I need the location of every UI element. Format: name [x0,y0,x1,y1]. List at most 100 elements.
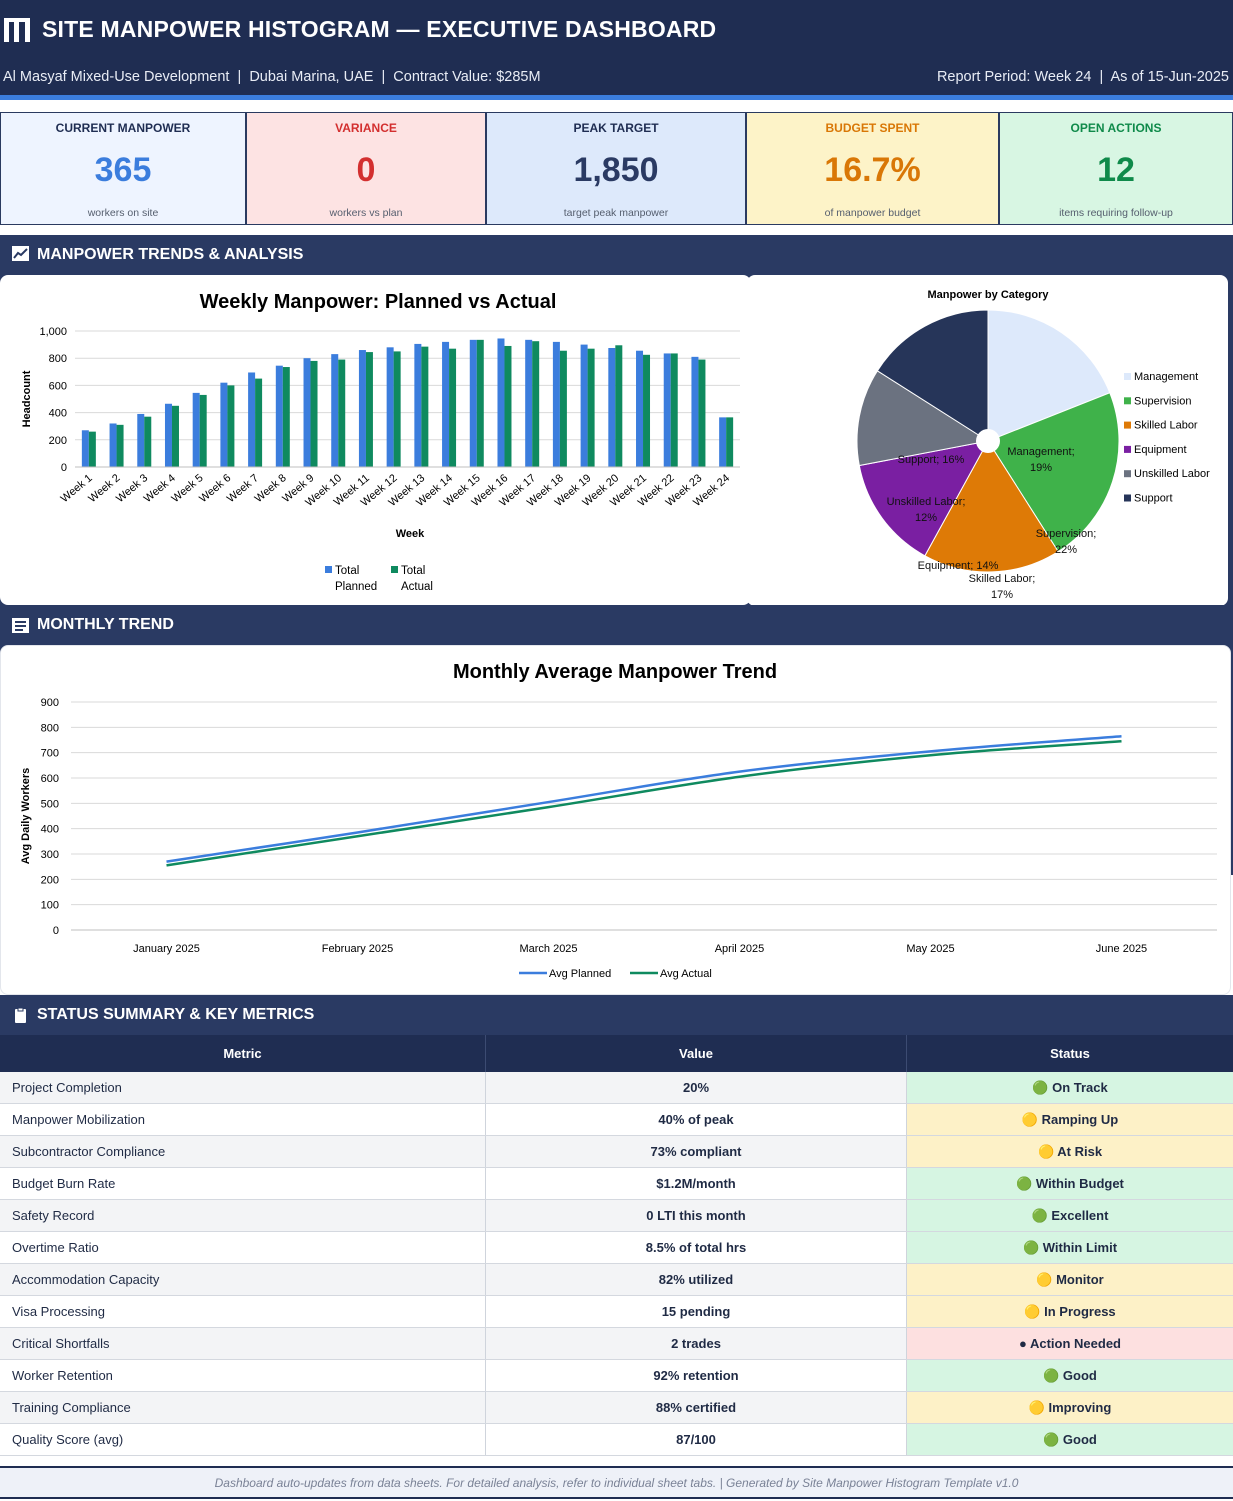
y-tick-label: 300 [41,849,59,861]
table-row: Training Compliance 88% certified 🟡 Improv… [0,1392,1233,1424]
kpi-current-manpower: CURRENT MANPOWER 365 workers on site [0,112,246,225]
project-info: Al Masyaf Mixed-Use Development | Dubai … [3,69,541,85]
bar-actual [476,339,484,467]
legend-swatch [1124,421,1131,429]
bar-actual [421,346,429,467]
slice-label: 17% [991,589,1013,601]
header-metric: Metric [0,1035,486,1072]
bar-planned [525,339,533,467]
table-row: Manpower Mobilization 40% of peak 🟡 Rampin… [0,1104,1233,1136]
table-row: Worker Retention 92% retention 🟢 Good [0,1360,1233,1392]
value-cell: 8.5% of total hrs [486,1232,907,1263]
weekly-chart-panel: Weekly Manpower: Planned vs Actual 0 200 40… [0,275,751,605]
pie-slice [924,440,1059,573]
value-cell: 15 pending [486,1296,907,1327]
y-tick-label: 600 [41,773,59,785]
chart-title: Weekly Manpower: Planned vs Actual [200,291,557,313]
pie-slice [876,309,989,442]
status-cell: 🟢 Within Budget [907,1168,1233,1199]
kpi-peak-target: PEAK TARGET 1,850 target peak manpower [486,112,746,225]
table-row: Safety Record 0 LTI this month 🟢 Excellent [0,1200,1233,1232]
footer-note: Dashboard auto-updates from data sheets.… [0,1466,1233,1499]
table-header-row: Metric Value Status [0,1035,1233,1072]
table-row: Project Completion 20% 🟢 On Track [0,1072,1233,1104]
kpi-label: BUDGET SPENT [825,121,920,135]
kpi-label: CURRENT MANPOWER [55,121,191,135]
legend-label: Unskilled Labor [1134,468,1210,480]
slice-label: Management; [1007,446,1074,458]
bar-planned [220,382,228,467]
status-cell: 🟢 Good [907,1360,1233,1391]
metric-cell: Safety Record [0,1200,486,1231]
monthly-line-chart: Monthly Average Manpower Trend 0 100 200 300… [20,661,1217,980]
slice-label: Equipment; 14% [918,560,999,572]
section-title: STATUS SUMMARY & KEY METRICS [37,1006,315,1023]
value-cell: 82% utilized [486,1264,907,1295]
kpi-variance: VARIANCE 0 workers vs plan [246,112,486,225]
bar-planned [275,365,283,467]
kpi-value: 1,850 [573,151,659,189]
bar-planned [719,417,727,467]
status-cell: 🟡 Ramping Up [907,1104,1233,1135]
bar-actual [365,352,373,467]
legend-swatch [1124,373,1131,380]
y-tick-label: 400 [49,408,67,420]
pie-slice [858,440,989,557]
bar-planned [636,350,644,467]
bar-actual [393,351,401,467]
value-cell: 87/100 [486,1424,907,1455]
y-tick-label: 700 [41,748,59,760]
y-axis-label: Avg Daily Workers [20,768,32,865]
status-cell: 🟢 On Track [907,1072,1233,1103]
bar-actual [615,345,623,467]
bar-planned [691,356,699,467]
header-status: Status [1050,1046,1090,1061]
status-section: STATUS SUMMARY & KEY METRICS [0,995,1233,1035]
y-tick-label: 400 [41,824,59,836]
legend-label: Avg Actual [660,968,712,980]
x-tick-label: February 2025 [322,943,394,955]
legend-swatch [1124,470,1131,478]
bar-planned [358,350,366,467]
metric-cell: Training Compliance [0,1392,486,1423]
kpi-label: PEAK TARGET [573,121,659,135]
metric-cell: Manpower Mobilization [0,1104,486,1135]
y-tick-label: 800 [49,353,67,365]
metric-cell: Subcontractor Compliance [0,1136,486,1167]
bar-actual [199,394,207,467]
table-row: Budget Burn Rate $1.2M/month 🟢 Within Budg… [0,1168,1233,1200]
kpi-value: 365 [94,151,152,189]
bar-actual [559,350,567,467]
monthly-section: MONTHLY TREND [0,605,1233,645]
bar-actual [643,354,651,467]
bar-actual [282,367,290,467]
header-value: Value [486,1035,907,1072]
metric-cell: Critical Shortfalls [0,1328,486,1359]
metric-cell: Visa Processing [0,1296,486,1327]
building-icon [4,17,30,42]
legend-label: Planned [335,581,377,593]
kpi-caption: workers vs plan [329,207,403,219]
kpi-value: 0 [356,151,376,189]
bar-planned [248,372,256,467]
pie-slice [856,370,990,467]
table-row: Quality Score (avg) 87/100 🟢 Good [0,1424,1233,1456]
y-tick-label: 900 [41,697,59,709]
bar-planned [663,353,671,467]
table-row: Visa Processing 15 pending 🟡 In Progress [0,1296,1233,1328]
status-cell: 🟡 Monitor [907,1264,1233,1295]
bar-actual [532,341,540,467]
bar-actual [116,424,124,467]
status-cell: 🟢 Good [907,1424,1233,1455]
table-row: Accommodation Capacity 82% utilized 🟡 Moni… [0,1264,1233,1296]
table-row: Critical Shortfalls 2 trades ● Action Need… [0,1328,1233,1360]
kpi-value: 12 [1097,151,1135,189]
bar-actual [504,345,512,467]
value-cell: 73% compliant [486,1136,907,1167]
metric-cell: Project Completion [0,1072,486,1103]
status-cell: 🟡 In Progress [907,1296,1233,1327]
legend-label: Supervision [1134,395,1191,407]
legend-swatch [1124,445,1131,453]
bar-planned [497,338,505,467]
chart-title: Monthly Average Manpower Trend [453,661,777,683]
